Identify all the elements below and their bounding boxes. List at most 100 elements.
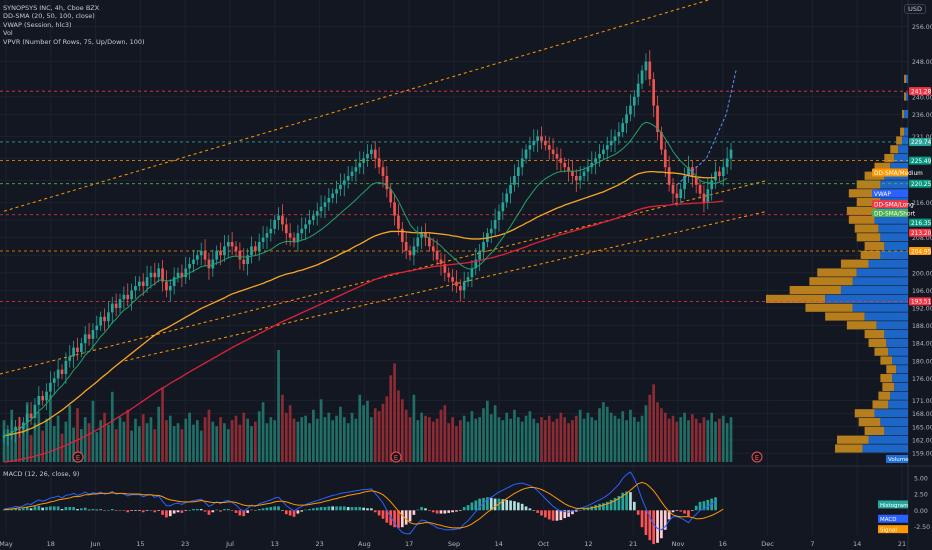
- macd-histogram-bar: [223, 509, 226, 511]
- price-label-text: 241.28: [911, 89, 932, 95]
- macd-histogram-bar: [2, 509, 6, 511]
- candle-body: [273, 220, 277, 229]
- price-label-box: [909, 247, 931, 256]
- volume-bar: [250, 426, 253, 462]
- candle-body: [342, 180, 346, 185]
- volume-bar: [729, 417, 733, 462]
- macd-histogram-bar: [234, 510, 238, 513]
- macd-histogram-bar: [683, 510, 686, 514]
- volume-bar: [605, 406, 609, 462]
- macd-histogram-bar: [56, 506, 60, 511]
- candle-body: [265, 233, 269, 238]
- macd-histogram-bar: [505, 499, 509, 511]
- candle-body: [281, 215, 284, 225]
- macd-histogram-bar: [331, 506, 335, 511]
- macd-histogram-bar: [250, 509, 253, 511]
- legend-vpvr[interactable]: VPVR (Number Of Rows, 75, Up/Down, 100): [3, 37, 145, 46]
- candle-body: [729, 149, 733, 159]
- macd-label-text: MACD: [880, 517, 897, 523]
- volume-bar: [273, 420, 277, 462]
- macd-histogram-bar: [594, 505, 598, 511]
- macd-histogram-bar: [10, 509, 14, 511]
- macd-histogram-bar: [165, 510, 168, 518]
- candle-body: [493, 220, 497, 229]
- volume-bar: [335, 415, 338, 462]
- macd-histogram-bar: [520, 503, 524, 511]
- macd-histogram-bar: [679, 510, 683, 512]
- volume-bar: [257, 411, 261, 462]
- candle-body: [648, 61, 652, 80]
- candle-body: [87, 334, 91, 339]
- candle-body: [671, 184, 675, 194]
- macd-histogram-bar: [455, 510, 458, 512]
- legend-dd-sma[interactable]: DD-SMA (20, 50, 100, close): [3, 12, 95, 21]
- time-tick-label: Sep: [448, 540, 460, 548]
- volume-bar: [451, 417, 454, 462]
- macd-histogram-bar: [540, 510, 543, 516]
- macd-tick-label: -2.50: [914, 524, 930, 531]
- earnings-marker-label: E: [76, 454, 80, 462]
- candle-body: [161, 268, 164, 282]
- macd-histogram-bar: [416, 509, 420, 511]
- volume-bar: [625, 420, 628, 462]
- macd-histogram-bar: [168, 510, 172, 517]
- legend-vwap[interactable]: VWAP (Session, hlc3): [3, 20, 72, 29]
- macd-histogram-bar: [625, 491, 628, 511]
- candle-body: [126, 294, 130, 300]
- candle-body: [505, 193, 509, 203]
- macd-legend[interactable]: MACD (12, 26, close, 9): [3, 470, 80, 478]
- macd-histogram-bar: [513, 501, 516, 511]
- candle-body: [207, 259, 211, 269]
- macd-histogram-bar: [605, 501, 609, 511]
- candle-body: [346, 176, 350, 181]
- candle-body: [617, 132, 621, 137]
- vpvr-down-bar: [809, 277, 853, 286]
- candle-body: [528, 145, 532, 150]
- candle-body: [458, 286, 462, 291]
- macd-histogram-bar: [385, 510, 389, 523]
- volume-bar: [586, 412, 590, 462]
- volume-bar: [683, 412, 686, 462]
- candle-body: [358, 162, 362, 168]
- macd-histogram-bar: [656, 510, 659, 543]
- macd-histogram-bar: [72, 507, 75, 511]
- volume-bar: [629, 409, 632, 462]
- candle-body: [694, 176, 698, 185]
- candle-body: [277, 215, 280, 220]
- macd-histogram-bar: [694, 505, 698, 511]
- volume-bar: [284, 412, 288, 462]
- time-tick-label: 18: [47, 540, 55, 548]
- candle-body: [219, 250, 222, 256]
- volume-bar: [95, 432, 99, 462]
- volume-bar: [660, 408, 663, 462]
- candle-body: [497, 211, 501, 220]
- candle-body: [602, 149, 605, 154]
- macd-histogram-bar: [49, 506, 52, 511]
- candle-body: [79, 343, 83, 352]
- vpvr-up-bar: [874, 409, 908, 418]
- legend-vol[interactable]: Vol: [3, 29, 13, 38]
- price-tick-label: 188.00: [912, 323, 932, 330]
- macd-histogram-bar: [602, 503, 605, 511]
- macd-histogram-bar: [288, 510, 292, 516]
- volume-bar: [226, 429, 230, 462]
- currency-button[interactable]: USD: [904, 4, 926, 14]
- volume-bar: [497, 417, 501, 462]
- candle-body: [168, 286, 172, 291]
- candle-body: [137, 281, 141, 286]
- candle-body: [350, 171, 354, 176]
- macd-histogram-bar: [76, 509, 79, 511]
- volume-bar: [690, 414, 694, 462]
- candle-body: [640, 70, 644, 84]
- volume-bar: [501, 420, 505, 462]
- price-label-text: DD-SMA/Medium: [874, 171, 923, 177]
- price-label-text: 193.51: [911, 300, 932, 306]
- candle-body: [393, 202, 396, 216]
- vpvr-down-bar: [856, 180, 881, 189]
- candle-body: [536, 136, 539, 141]
- legend-symbol[interactable]: SYNOPSYS INC, 4h, Cboe BZX: [3, 4, 100, 12]
- candle-body: [254, 246, 257, 251]
- volume-bar: [540, 417, 543, 462]
- projection-arrow: [676, 70, 737, 186]
